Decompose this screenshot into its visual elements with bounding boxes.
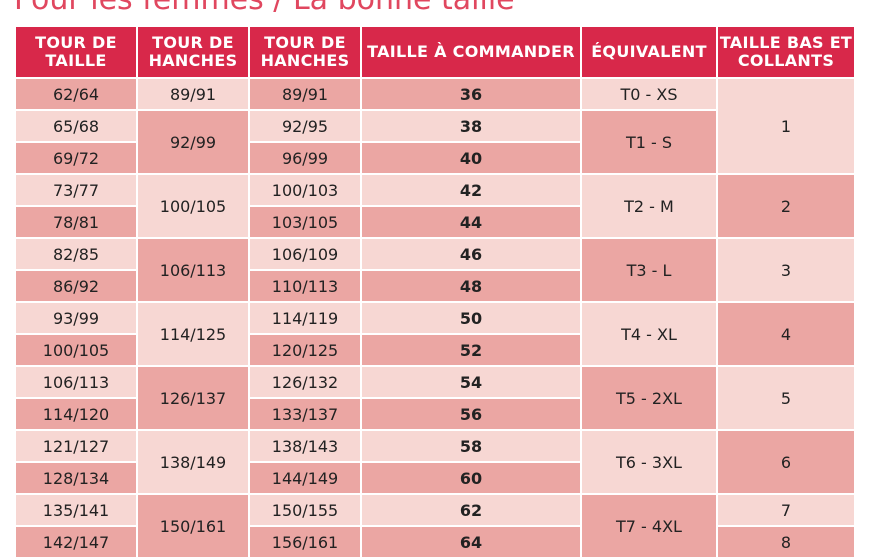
cell-taille: 100/105 xyxy=(14,333,138,367)
header-tour-de-taille-label: TOUR DE TAILLE xyxy=(35,33,117,70)
cell-taille-bas: 7 xyxy=(716,493,856,527)
header-tour-de-taille: TOUR DE TAILLE xyxy=(14,25,138,79)
table-row: 82/85 106/113 106/109 46 T3 - L 3 xyxy=(14,237,856,303)
cell-taille-commander: 50 xyxy=(360,301,582,335)
cell-taille: 78/81 xyxy=(14,205,138,239)
cell-taille-commander: 56 xyxy=(360,397,582,431)
header-taille-bas: TAILLE BAS ET COLLANTS xyxy=(716,25,856,79)
cell-taille: 69/72 xyxy=(14,141,138,175)
cell-equivalent: T7 - 4XL xyxy=(580,493,718,559)
header-taille-a-commander-label: TAILLE À COMMANDER xyxy=(367,42,575,61)
header-row: TOUR DE TAILLE TOUR DE HANCHES TOUR DE H… xyxy=(14,25,856,79)
cell-taille-bas: 1 xyxy=(716,77,856,175)
header-tour-de-hanches-1-label: TOUR DE HANCHES xyxy=(148,33,238,70)
cell-taille-commander: 52 xyxy=(360,333,582,367)
cell-equivalent: T4 - XL xyxy=(580,301,718,367)
cell-taille-commander: 42 xyxy=(360,173,582,207)
table-row: 135/141 150/161 150/155 62 T7 - 4XL 7 xyxy=(14,493,856,559)
cell-taille-bas: 6 xyxy=(716,429,856,495)
cell-equivalent: T2 - M xyxy=(580,173,718,239)
table-row: 93/99 114/125 114/119 50 T4 - XL 4 xyxy=(14,301,856,367)
cell-hanches-1: 106/113 xyxy=(136,237,250,303)
cell-equivalent: T3 - L xyxy=(580,237,718,303)
cell-taille-commander: 40 xyxy=(360,141,582,175)
cell-taille: 65/68 xyxy=(14,109,138,143)
cell-taille-bas: 5 xyxy=(716,365,856,431)
cell-taille-commander: 38 xyxy=(360,109,582,143)
cell-taille-bas: 2 xyxy=(716,173,856,239)
cell-hanches-1: 89/91 xyxy=(136,77,250,111)
table-row: 78/81 103/105 44 xyxy=(14,205,855,239)
cell-taille-commander: 62 xyxy=(360,493,582,527)
cell-hanches-2: 100/103 xyxy=(248,173,362,207)
cell-equivalent: T1 - S xyxy=(580,109,718,175)
header-equivalent: ÉQUIVALENT xyxy=(580,25,718,79)
header-tour-de-hanches-2: TOUR DE HANCHES xyxy=(248,25,362,79)
cell-taille-bas: 3 xyxy=(716,237,856,303)
cell-hanches-1: 100/105 xyxy=(136,173,250,239)
cell-taille: 142/147 xyxy=(14,525,138,559)
cell-taille-bas: 4 xyxy=(716,301,856,367)
table-row: 65/68 92/99 92/95 38 T1 - S xyxy=(14,109,855,175)
page-title: Pour les femmes / La bonne taille xyxy=(14,0,515,17)
cell-hanches-1: 138/149 xyxy=(136,429,250,495)
cell-hanches-1: 126/137 xyxy=(136,365,250,431)
table-row: 73/77 100/105 100/103 42 T2 - M 2 xyxy=(14,173,856,239)
cell-hanches-1: 92/99 xyxy=(136,109,250,175)
cell-hanches-2: 156/161 xyxy=(248,525,362,559)
cell-hanches-2: 138/143 xyxy=(248,429,362,463)
cell-equivalent: T6 - 3XL xyxy=(580,429,718,495)
cell-taille: 106/113 xyxy=(14,365,138,399)
cell-taille: 114/120 xyxy=(14,397,138,431)
header-tour-de-hanches-1: TOUR DE HANCHES xyxy=(136,25,250,79)
cell-taille-commander: 44 xyxy=(360,205,582,239)
cell-taille-commander: 36 xyxy=(360,77,582,111)
cell-hanches-2: 150/155 xyxy=(248,493,362,527)
table-row: 69/72 96/99 40 xyxy=(14,141,855,175)
table-row: 86/92 110/113 48 xyxy=(14,269,855,303)
cell-hanches-2: 120/125 xyxy=(248,333,362,367)
cell-taille-commander: 58 xyxy=(360,429,582,463)
cell-taille-commander: 64 xyxy=(360,525,582,559)
cell-equivalent: T5 - 2XL xyxy=(580,365,718,431)
cell-taille-commander: 46 xyxy=(360,237,582,271)
cell-hanches-1: 150/161 xyxy=(136,493,250,559)
cell-taille: 128/134 xyxy=(14,461,138,495)
cell-hanches-2: 106/109 xyxy=(248,237,362,271)
cell-taille: 73/77 xyxy=(14,173,138,207)
cell-taille: 93/99 xyxy=(14,301,138,335)
header-tour-de-hanches-2-label: TOUR DE HANCHES xyxy=(260,33,350,70)
size-table: TOUR DE TAILLE TOUR DE HANCHES TOUR DE H… xyxy=(14,25,856,559)
cell-taille-bas: 8 xyxy=(716,525,856,559)
cell-taille-commander: 54 xyxy=(360,365,582,399)
cell-taille: 86/92 xyxy=(14,269,138,303)
header-taille-bas-label: TAILLE BAS ET COLLANTS xyxy=(719,33,853,70)
cell-taille: 121/127 xyxy=(14,429,138,463)
header-equivalent-label: ÉQUIVALENT xyxy=(591,42,707,61)
cell-equivalent: T0 - XS xyxy=(580,77,718,111)
table-row: 100/105 120/125 52 xyxy=(14,333,855,367)
cell-taille: 82/85 xyxy=(14,237,138,271)
cell-taille: 62/64 xyxy=(14,77,138,111)
cell-hanches-1: 114/125 xyxy=(136,301,250,367)
cell-hanches-2: 110/113 xyxy=(248,269,362,303)
cell-hanches-2: 144/149 xyxy=(248,461,362,495)
table-row: 128/134 144/149 60 xyxy=(14,461,855,495)
cell-hanches-2: 103/105 xyxy=(248,205,362,239)
cell-taille-commander: 48 xyxy=(360,269,582,303)
table-row: 62/64 89/91 89/91 36 T0 - XS 1 xyxy=(14,77,856,175)
header-taille-a-commander: TAILLE À COMMANDER xyxy=(360,25,582,79)
table-row: 114/120 133/137 56 xyxy=(14,397,855,431)
table-row: 106/113 126/137 126/132 54 T5 - 2XL 5 xyxy=(14,365,856,431)
cell-taille-commander: 60 xyxy=(360,461,582,495)
cell-hanches-2: 114/119 xyxy=(248,301,362,335)
cell-hanches-2: 96/99 xyxy=(248,141,362,175)
cell-hanches-2: 133/137 xyxy=(248,397,362,431)
cell-taille: 135/141 xyxy=(14,493,138,527)
cell-hanches-2: 89/91 xyxy=(248,77,362,111)
table-row: 121/127 138/149 138/143 58 T6 - 3XL 6 xyxy=(14,429,856,495)
cell-hanches-2: 92/95 xyxy=(248,109,362,143)
cell-hanches-2: 126/132 xyxy=(248,365,362,399)
